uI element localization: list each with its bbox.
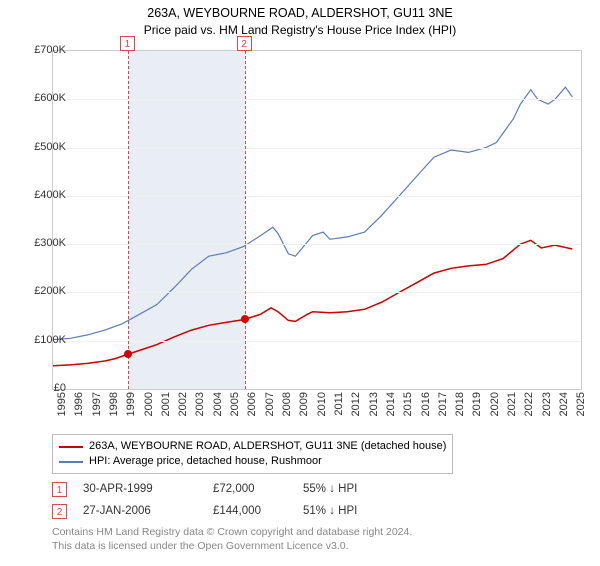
x-axis-tick-label: 2000 — [143, 392, 155, 416]
sale-marker-label: 2 — [237, 36, 252, 51]
table-row: 1 30-APR-1999 £72,000 55% ↓ HPI — [52, 478, 357, 500]
chart-svg-layer — [53, 51, 581, 389]
x-axis-tick-label: 2010 — [316, 392, 328, 416]
sale-price: £72,000 — [213, 483, 303, 495]
x-axis-tick-label: 2011 — [333, 392, 345, 416]
legend-label: HPI: Average price, detached house, Rush… — [89, 454, 322, 469]
x-axis-tick-label: 2014 — [385, 392, 397, 416]
x-axis-tick-label: 2025 — [575, 392, 587, 416]
x-axis-tick-label: 2009 — [298, 392, 310, 416]
y-axis-tick-label: £100K — [34, 334, 66, 346]
legend-item: HPI: Average price, detached house, Rush… — [59, 454, 446, 469]
sale-hpi-delta: 51% ↓ HPI — [303, 505, 357, 517]
legend-swatch — [59, 461, 83, 463]
sale-price: £144,000 — [213, 505, 303, 517]
x-axis-tick-label: 1999 — [125, 392, 137, 416]
series-line-price_paid — [53, 240, 572, 365]
x-axis-tick-label: 2018 — [454, 392, 466, 416]
x-axis-tick-label: 2004 — [212, 392, 224, 416]
x-axis-tick-label: 2023 — [541, 392, 553, 416]
legend-swatch — [59, 446, 83, 448]
chart-plot-area — [52, 50, 582, 390]
x-axis-tick-label: 1998 — [108, 392, 120, 416]
y-axis-tick-label: £500K — [34, 141, 66, 153]
x-axis-tick-label: 2007 — [264, 392, 276, 416]
y-axis-tick-label: £600K — [34, 92, 66, 104]
y-axis-tick-label: £300K — [34, 237, 66, 249]
x-axis-tick-label: 2021 — [506, 392, 518, 416]
sale-marker-line — [245, 51, 246, 389]
gridline — [53, 292, 581, 293]
x-axis-tick-label: 2001 — [160, 392, 172, 416]
x-axis-tick-label: 2003 — [194, 392, 206, 416]
sale-marker-box: 2 — [52, 504, 67, 519]
sale-marker-dot — [241, 315, 249, 323]
x-axis-tick-label: 2013 — [368, 392, 380, 416]
legend: 263A, WEYBOURNE ROAD, ALDERSHOT, GU11 3N… — [52, 434, 453, 474]
x-axis-tick-label: 2012 — [350, 392, 362, 416]
x-axis-tick-label: 2002 — [177, 392, 189, 416]
gridline — [53, 244, 581, 245]
chart-title: 263A, WEYBOURNE ROAD, ALDERSHOT, GU11 3N… — [0, 6, 600, 20]
x-axis-tick-label: 1996 — [73, 392, 85, 416]
x-axis-tick-label: 2015 — [402, 392, 414, 416]
gridline — [53, 341, 581, 342]
gridline — [53, 99, 581, 100]
sale-marker-label: 1 — [120, 36, 135, 51]
x-axis-tick-label: 2022 — [523, 392, 535, 416]
x-axis-tick-label: 2017 — [437, 392, 449, 416]
y-axis-tick-label: £400K — [34, 189, 66, 201]
sales-table: 1 30-APR-1999 £72,000 55% ↓ HPI 2 27-JAN… — [52, 478, 357, 522]
chart-subtitle: Price paid vs. HM Land Registry's House … — [0, 23, 600, 37]
footer-line: Contains HM Land Registry data © Crown c… — [52, 526, 412, 540]
x-axis-tick-label: 2020 — [489, 392, 501, 416]
sale-marker-box: 1 — [52, 482, 67, 497]
gridline — [53, 196, 581, 197]
x-axis-tick-label: 1995 — [56, 392, 68, 416]
x-axis-tick-label: 2005 — [229, 392, 241, 416]
x-axis-tick-label: 2024 — [558, 392, 570, 416]
x-axis-tick-label: 2008 — [281, 392, 293, 416]
legend-item: 263A, WEYBOURNE ROAD, ALDERSHOT, GU11 3N… — [59, 439, 446, 454]
sale-marker-line — [128, 51, 129, 389]
x-axis-tick-label: 2016 — [420, 392, 432, 416]
footer-attribution: Contains HM Land Registry data © Crown c… — [52, 526, 412, 553]
x-axis-tick-label: 1997 — [91, 392, 103, 416]
sale-date: 27-JAN-2006 — [83, 505, 213, 517]
footer-line: This data is licensed under the Open Gov… — [52, 540, 412, 554]
x-axis-tick-label: 2019 — [471, 392, 483, 416]
x-axis-tick-label: 2006 — [246, 392, 258, 416]
y-axis-tick-label: £200K — [34, 285, 66, 297]
gridline — [53, 148, 581, 149]
sale-date: 30-APR-1999 — [83, 483, 213, 495]
sale-hpi-delta: 55% ↓ HPI — [303, 483, 357, 495]
legend-label: 263A, WEYBOURNE ROAD, ALDERSHOT, GU11 3N… — [89, 439, 446, 454]
y-axis-tick-label: £700K — [34, 44, 66, 56]
sale-marker-dot — [124, 350, 132, 358]
table-row: 2 27-JAN-2006 £144,000 51% ↓ HPI — [52, 500, 357, 522]
series-line-hpi — [53, 87, 572, 340]
